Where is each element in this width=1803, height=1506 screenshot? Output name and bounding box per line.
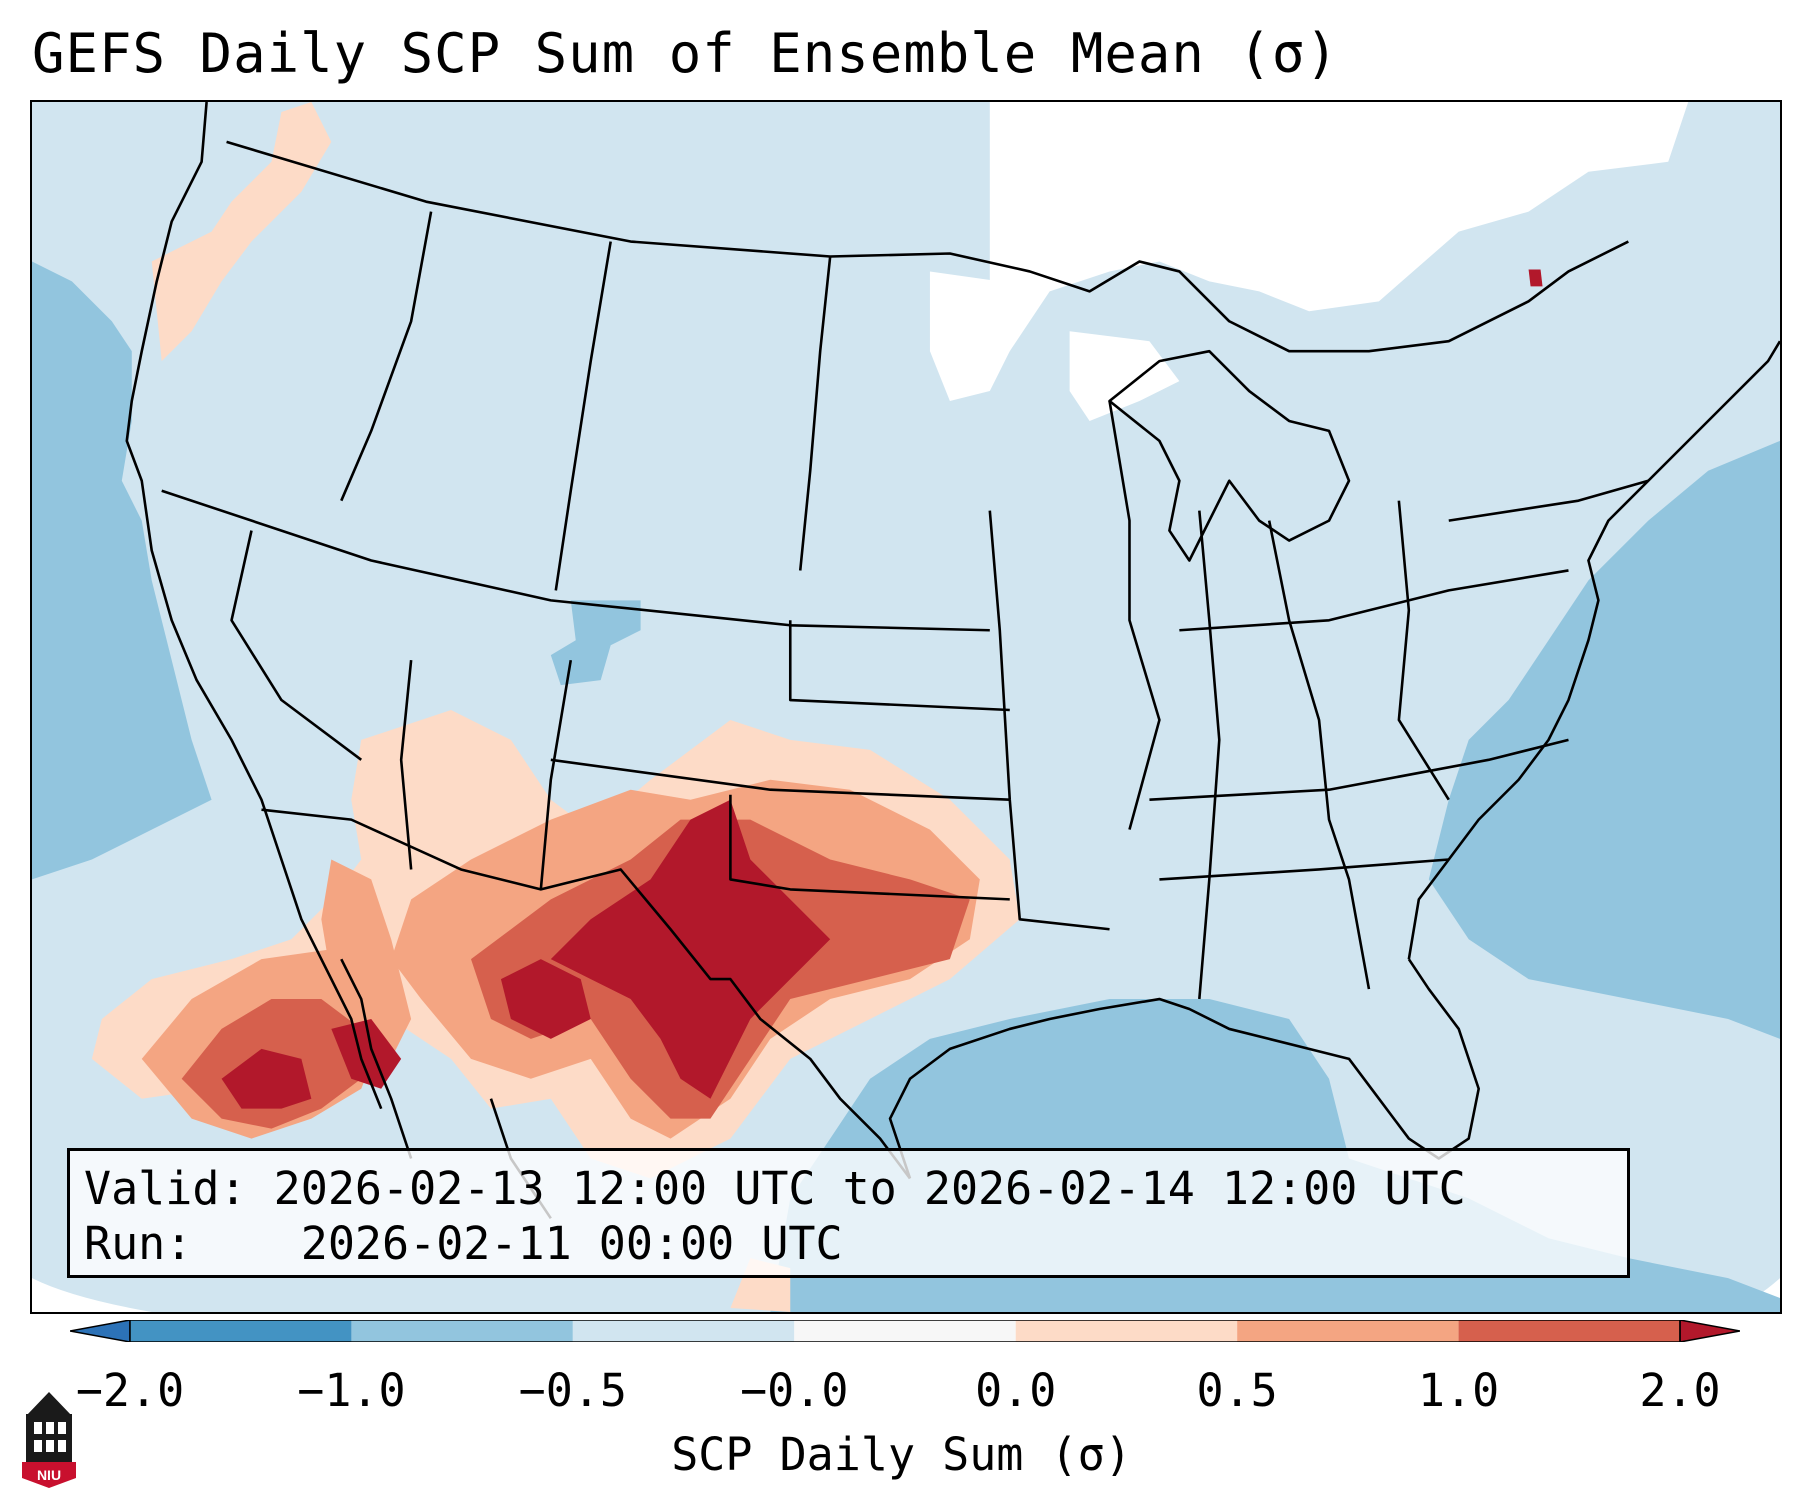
state-line-15 — [1397, 500, 1450, 801]
state-line-9 — [729, 794, 1010, 901]
gulf-of-california-extreme-core — [331, 1018, 402, 1089]
us-mexico-border — [261, 808, 912, 1180]
logo-window-4 — [34, 1440, 42, 1452]
texas-extreme-core — [550, 799, 831, 1099]
state-line-7 — [539, 659, 573, 890]
colorbar-bin — [1015, 1320, 1238, 1342]
colorbar-tick-label: 1.0 — [1417, 1364, 1500, 1417]
neutral-field — [32, 102, 1780, 1312]
colorbar-bin — [1458, 1320, 1680, 1342]
state-line-5 — [230, 530, 363, 761]
sonora-extreme-core — [221, 1048, 312, 1109]
colorbar-outline — [129, 1320, 1681, 1342]
logo-window-1 — [34, 1422, 42, 1434]
state-line-4 — [798, 256, 832, 571]
logo-tower-top — [26, 1392, 72, 1416]
colorbar-tick-label: −1.0 — [297, 1364, 406, 1417]
quebec-extreme-speck — [1528, 269, 1543, 287]
state-line-12 — [1108, 400, 1161, 830]
west-coast-line — [125, 102, 383, 1110]
colorbar-tick-label: 0.0 — [975, 1364, 1057, 1417]
pacific-ocean-region — [32, 261, 212, 880]
state-line-16 — [1149, 738, 1569, 801]
logo-window-5 — [46, 1440, 54, 1452]
gulf-of-california-medium-region — [321, 859, 412, 1059]
colorbar-bin — [351, 1320, 573, 1342]
colorbar-bin — [572, 1320, 795, 1342]
great-lakes-outline — [1108, 349, 1351, 562]
niu-logo: NIU — [22, 1392, 76, 1488]
logo-window-6 — [58, 1440, 66, 1452]
logo-window-2 — [46, 1422, 54, 1434]
colorbar — [70, 1320, 1740, 1342]
colorbar-bin — [1237, 1320, 1459, 1342]
colorbar-label: SCP Daily Sum (σ) — [671, 1428, 1132, 1481]
colorbar-extend-high — [1679, 1320, 1740, 1342]
map-canvas — [32, 102, 1780, 1312]
colorado-negative-patch — [550, 600, 641, 686]
colorbar-tick-label: 2.0 — [1639, 1364, 1721, 1417]
positive-field-extreme — [221, 269, 1543, 1109]
pacific-coast-light-strip — [151, 102, 332, 362]
colorbar-extend-low — [70, 1320, 131, 1342]
state-line-2 — [340, 211, 433, 502]
logo-window-3 — [58, 1422, 66, 1434]
run-time: 2026-02-11 00:00 UTC — [300, 1217, 843, 1270]
us-canada-border — [226, 140, 1629, 353]
bottom-left-white-corner — [32, 1278, 152, 1312]
east-coast-line — [1407, 340, 1780, 960]
state-line-14 — [1267, 520, 1371, 990]
logo-shield — [22, 1462, 76, 1488]
baja-peninsula-line — [340, 958, 413, 1159]
map-panel[interactable] — [30, 100, 1782, 1314]
state-line-17 — [1159, 858, 1449, 881]
minnesota-neutral-region — [929, 271, 1020, 402]
colorbar-bin — [794, 1320, 1016, 1342]
logo-text: NIU — [37, 1467, 61, 1483]
colorbar-tick-label: 0.5 — [1196, 1364, 1278, 1417]
atlantic-ocean-region — [1428, 440, 1780, 1039]
borders — [125, 102, 1780, 1220]
state-line-10 — [788, 620, 1010, 712]
colorbar-tick-label: −0.5 — [518, 1364, 628, 1417]
colorbar-tick-label: −2.0 — [75, 1364, 185, 1417]
valid-run-info-box: Valid: 2026-02-13 12:00 UTC to 2026-02-1… — [67, 1148, 1630, 1278]
great-lakes-neutral-region — [1069, 331, 1180, 421]
chart-title: GEFS Daily SCP Sum of Ensemble Mean (σ) — [32, 22, 1339, 85]
colorbar-bin — [130, 1320, 352, 1342]
state-line-8 — [550, 758, 1010, 801]
state-line-1 — [161, 489, 990, 632]
run-label: Run: — [84, 1217, 193, 1270]
valid-time-range: 2026-02-13 12:00 UTC to 2026-02-14 12:00… — [273, 1162, 1466, 1215]
gulf-coast-line — [888, 958, 1480, 1179]
state-line-19 — [1448, 479, 1649, 522]
valid-label: Valid: — [84, 1162, 247, 1215]
canada-neutral-region — [989, 102, 1689, 352]
chihuahua-extreme-core — [500, 959, 591, 1039]
state-line-6 — [399, 660, 413, 870]
colorbar-tick-label: −0.0 — [740, 1364, 849, 1417]
logo-tower-body — [26, 1414, 72, 1462]
state-line-18 — [1179, 569, 1569, 632]
state-line-13 — [1198, 510, 1221, 1000]
state-line-11 — [988, 510, 1110, 931]
state-line-3 — [554, 241, 612, 591]
